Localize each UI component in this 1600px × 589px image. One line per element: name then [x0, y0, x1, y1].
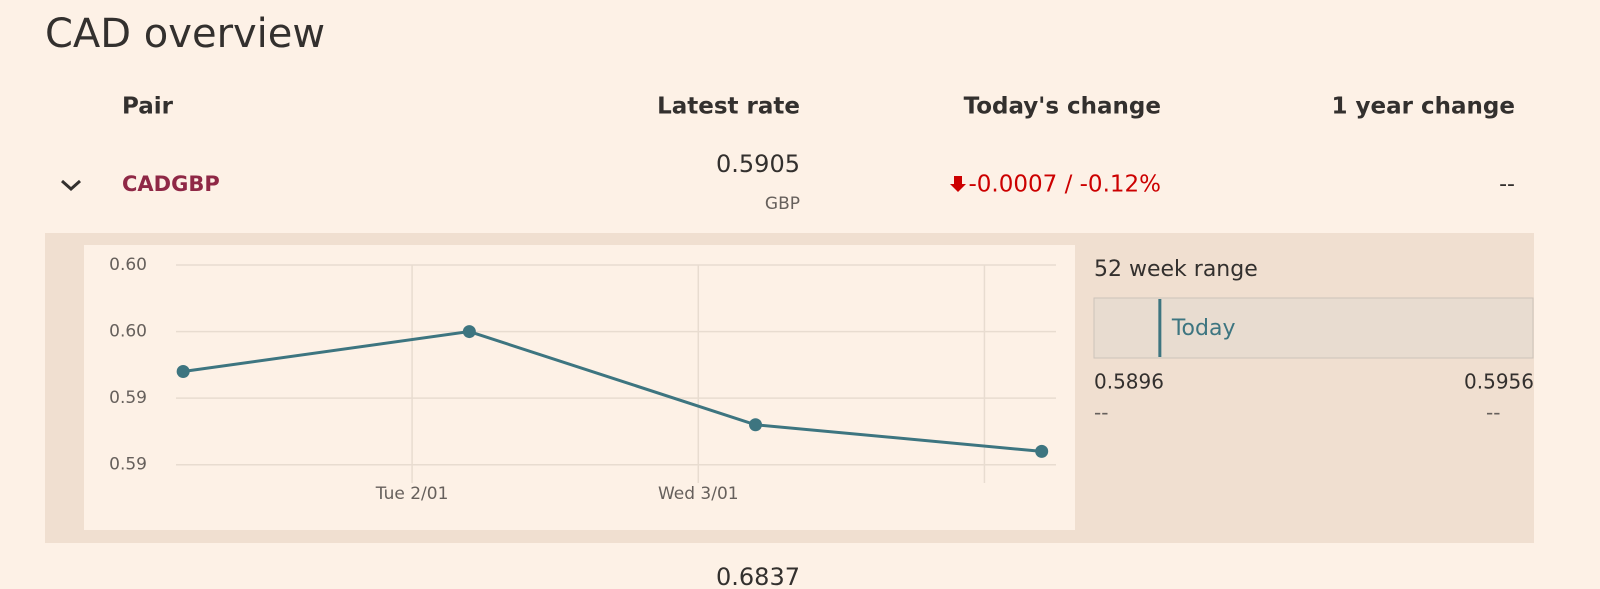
y-tick-label: 0.59 — [109, 388, 147, 408]
range-marker-label: Today — [1171, 316, 1236, 341]
pair-link[interactable]: CADGBP — [122, 172, 220, 196]
range-bar — [1093, 297, 1534, 359]
range-low-note: -- — [1094, 401, 1108, 425]
page-title: CAD overview — [45, 11, 325, 57]
column-header[interactable]: 1 year change — [1332, 94, 1515, 120]
point — [462, 325, 476, 339]
latest-rate: 0.6837 — [716, 563, 800, 589]
column-header[interactable]: Pair — [122, 94, 174, 120]
y-tick-label: 0.60 — [109, 322, 147, 342]
range: Today — [1158, 299, 1236, 357]
x-tick-label: Tue 2/01 — [375, 484, 449, 504]
range-low: 0.5896 — [1094, 370, 1164, 394]
down-arrow — [950, 176, 966, 192]
latest-rate: 0.5905 — [716, 150, 800, 178]
currency: GBP — [765, 194, 800, 214]
chart: 0.60 0.60 0.59 0.59 Tue 2/01 Wed 3/01 — [109, 255, 1056, 504]
range-title: 52 week range — [1094, 257, 1258, 282]
line — [182, 330, 1042, 453]
range-high: 0.5956 — [1464, 370, 1534, 394]
column-header[interactable]: Latest rate — [657, 94, 800, 120]
x-tick-label: Wed 3/01 — [658, 484, 739, 504]
column-header[interactable]: Today's change — [964, 94, 1161, 120]
todays-change: -0.0007 / -0.12% — [968, 172, 1161, 198]
point — [749, 418, 763, 432]
range-high-note: -- — [1486, 401, 1500, 425]
chart-area — [84, 245, 1075, 530]
point — [176, 365, 190, 378]
y-tick-label: 0.60 — [109, 255, 147, 275]
year-change: -- — [1499, 172, 1515, 197]
collapse-chevron[interactable] — [61, 179, 81, 192]
point — [1035, 444, 1049, 458]
y-tick-label: 0.59 — [109, 455, 147, 475]
